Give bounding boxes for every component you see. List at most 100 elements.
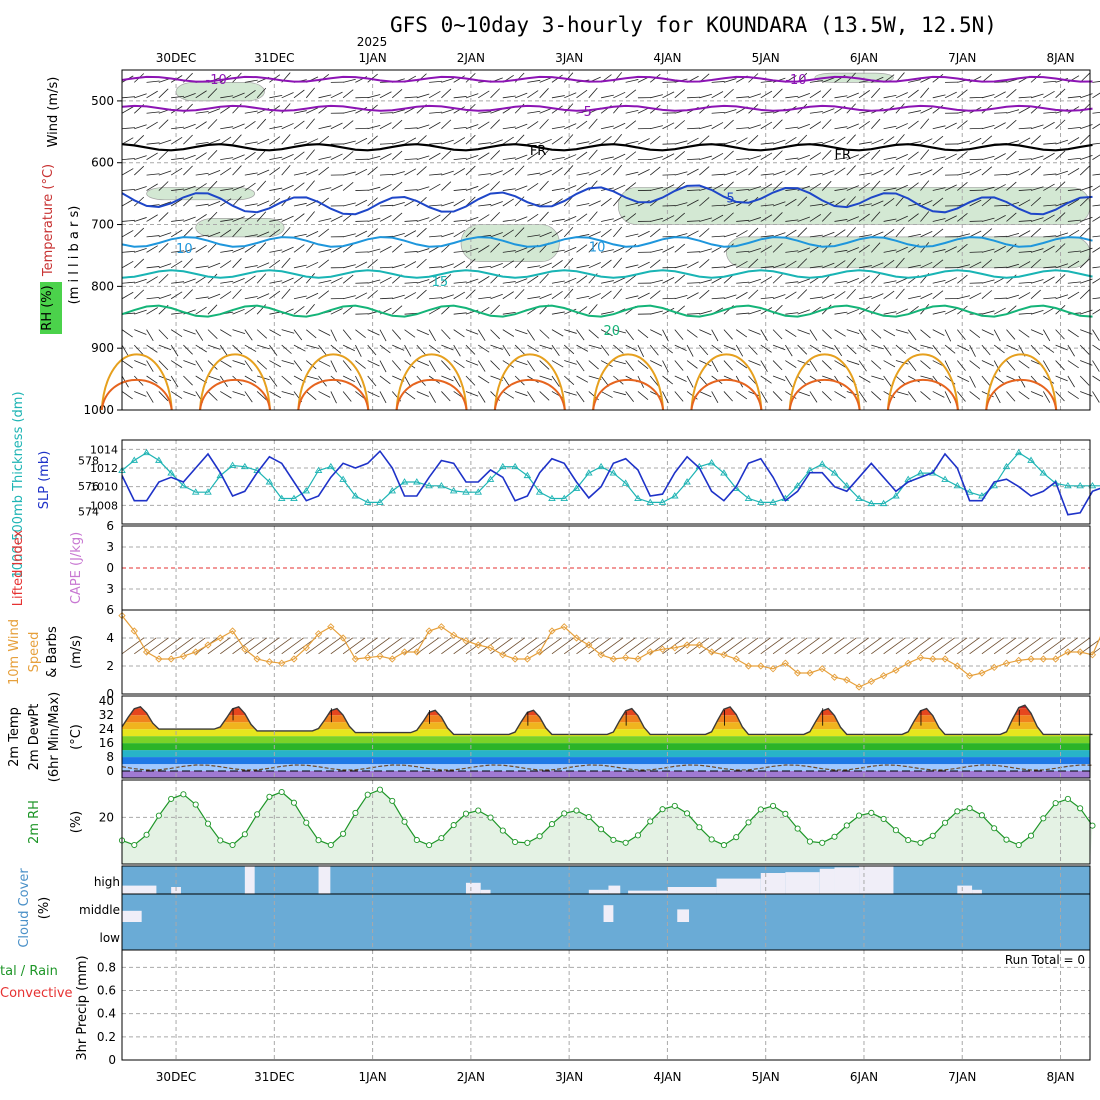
wind-barb [465, 227, 476, 238]
wind-barb [527, 234, 541, 238]
wind-barb [883, 249, 897, 253]
wind-barb [183, 278, 196, 284]
wind-barb [269, 290, 281, 300]
wind-barb [686, 230, 699, 238]
wind-barb [932, 125, 946, 130]
temp-frame [121, 695, 1091, 779]
wind-barb [748, 186, 761, 191]
high-cloud-clear [608, 885, 621, 894]
wind-barb [195, 329, 204, 341]
date-label-top: 30DEC [156, 51, 196, 65]
high-cloud-clear [785, 872, 820, 894]
wind-barb [785, 219, 799, 222]
wind-barb [379, 375, 391, 385]
wind-barb [306, 138, 319, 145]
wind-barb [232, 288, 242, 300]
wind-barb [490, 211, 501, 222]
wind-barb [146, 360, 154, 372]
precip-frame [121, 949, 1091, 1061]
wind-barb [797, 165, 808, 176]
thickness-point [142, 448, 151, 456]
wind-barb [134, 135, 145, 145]
wind-barb [736, 281, 750, 284]
wind-barb [441, 294, 454, 300]
wind-barb [686, 360, 698, 369]
wind-barb [883, 156, 897, 161]
isotherm--5 [121, 184, 1093, 216]
wind-barb [1030, 391, 1044, 397]
wind-barb [699, 93, 712, 99]
wind-barb [895, 308, 908, 315]
wind-barb [527, 152, 539, 160]
wind-speed-point [757, 662, 765, 670]
surface-wind-barb [883, 637, 906, 655]
thickness-point [535, 488, 544, 495]
wind-barb [318, 228, 330, 238]
temp2m-label-3: (6hr Min/Max) [47, 692, 62, 782]
wind-barb [195, 234, 209, 238]
wind-speed-point [474, 641, 482, 649]
wind-barb [576, 295, 590, 300]
wind-barb [1043, 142, 1057, 145]
wind-barb [121, 291, 134, 300]
wind-barb [478, 90, 490, 99]
wind-barb [711, 375, 723, 384]
wind-barb [957, 295, 971, 300]
wind-barb [355, 261, 368, 269]
boundary-isotherm [395, 378, 468, 411]
wind-barb [883, 218, 897, 222]
high-cloud-clear [122, 885, 157, 894]
wind-barb [576, 182, 588, 191]
wind-barb [969, 168, 982, 176]
wind-barb [453, 137, 466, 145]
wind-barb [871, 211, 881, 222]
rh-point [843, 822, 850, 829]
thickness-tick-label: 576 [78, 480, 99, 493]
wind-barb [576, 244, 588, 253]
wind-barb [256, 329, 268, 339]
wind-barb [601, 249, 614, 253]
wind-barb [821, 329, 832, 339]
rh2m-panel: 20 [99, 779, 1096, 865]
wind-barb [797, 258, 808, 269]
wind-speed-point [585, 641, 593, 649]
thickness-point [683, 478, 691, 485]
wind-barb [1030, 186, 1044, 191]
wind-barb [539, 200, 552, 207]
high-cloud-clear [318, 866, 331, 894]
precip-tick-label: 0.4 [97, 1007, 116, 1021]
wind-barb [723, 232, 737, 238]
surface-wind-barb [342, 637, 366, 655]
wind-barb [563, 103, 574, 114]
thickness-axis-label: 1000-500mb Thickness (dm) [11, 391, 26, 578]
wind-barb [428, 344, 440, 353]
wind-barb [232, 391, 246, 396]
wind-barb [453, 157, 467, 161]
wind-barb [416, 135, 427, 145]
wind-barb [809, 203, 823, 207]
wind-barb [453, 281, 467, 284]
wind-barb [453, 250, 467, 253]
wind-barb [674, 150, 686, 160]
wind-barb [736, 189, 750, 191]
wind-barb [293, 344, 306, 352]
wind-barb [822, 77, 835, 83]
wind-barb [932, 259, 944, 269]
wind-barb [981, 166, 993, 176]
wind-speed-point [720, 651, 728, 659]
wind-barb [293, 360, 303, 372]
isotherm-label: -10 [206, 73, 227, 88]
wind-barb [723, 119, 734, 130]
wind-barb [121, 189, 135, 191]
isotherm-label: FR [530, 144, 547, 159]
wind-barb [441, 108, 454, 114]
wind-barb [490, 242, 501, 253]
wind-barb [465, 124, 479, 130]
wind-barb [416, 391, 429, 397]
wind-speed-point [941, 655, 949, 663]
wind-barb [601, 156, 614, 161]
wind-barb [1092, 344, 1100, 351]
wind-barb [171, 250, 185, 253]
surface-wind-barb [416, 637, 440, 655]
wind-barb [183, 185, 196, 191]
